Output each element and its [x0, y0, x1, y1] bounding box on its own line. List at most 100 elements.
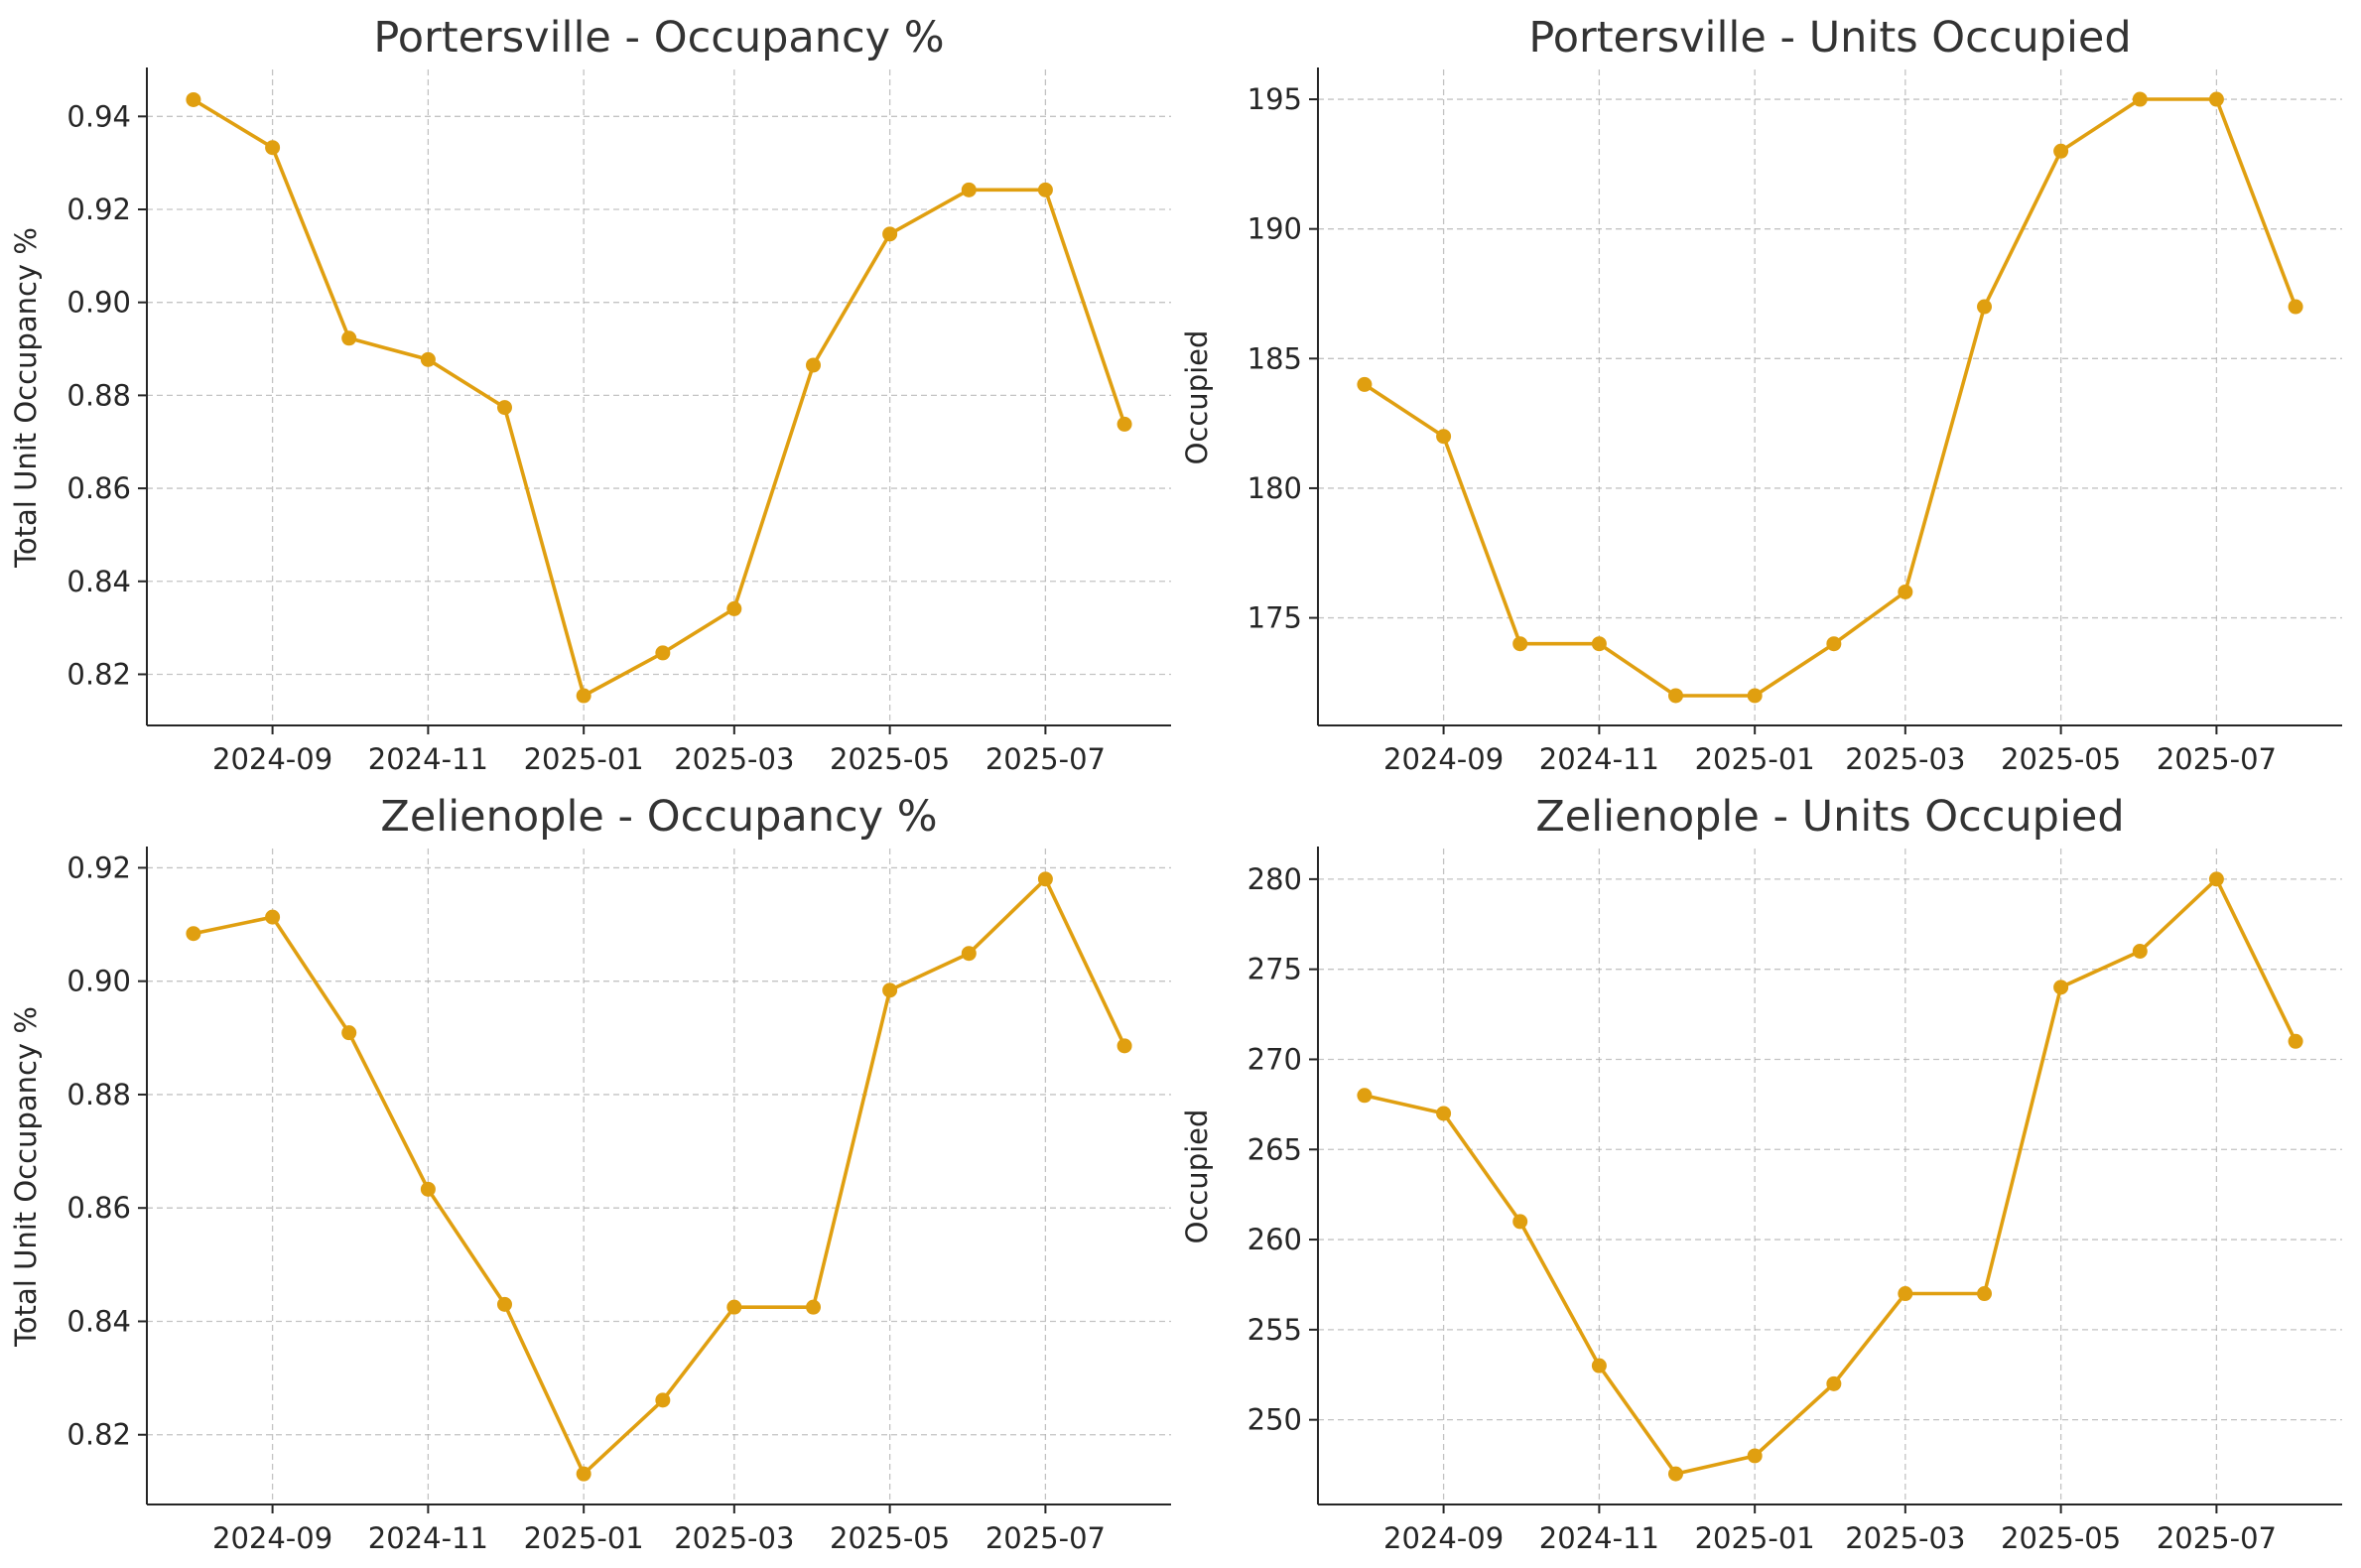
y-tick-label: 185 — [1247, 341, 1302, 375]
x-tick-label: 2024-11 — [1539, 1521, 1659, 1555]
x-tick-label: 2025-07 — [2157, 1521, 2277, 1555]
x-tick-label: 2024-09 — [212, 1521, 332, 1555]
y-tick-label: 250 — [1247, 1403, 1302, 1437]
data-point — [1667, 1466, 1683, 1482]
data-point — [1591, 1358, 1607, 1373]
data-point — [2208, 91, 2224, 107]
data-point — [726, 600, 742, 616]
y-tick-label: 0.86 — [66, 471, 131, 505]
data-point — [726, 1299, 742, 1315]
data-point — [1591, 636, 1607, 652]
series-line — [193, 877, 1126, 1476]
data-point — [1977, 299, 1993, 315]
chart-title: Portersville - Units Occupied — [1528, 13, 2131, 63]
y-tick-label: 0.84 — [66, 565, 131, 598]
x-tick-label: 2025-03 — [674, 742, 794, 776]
x-tick-label: 2025-07 — [2157, 742, 2277, 776]
y-tick-label: 180 — [1247, 471, 1302, 505]
data-point — [1357, 1088, 1373, 1104]
data-point — [2288, 299, 2303, 315]
x-tick-label: 2024-11 — [368, 742, 488, 776]
data-point — [1512, 636, 1528, 652]
chart-panel-0: 2024-09 2024-11 2025-01 2025-03 2025-05 2025-… — [9, 13, 1171, 776]
data-point — [882, 982, 898, 998]
x-tick-label: 2025-01 — [524, 1521, 644, 1555]
data-point — [1977, 1286, 1993, 1302]
y-tick-label: 260 — [1247, 1223, 1302, 1256]
y-tick-label: 175 — [1247, 601, 1302, 635]
y-tick-label: 0.90 — [66, 286, 131, 320]
chart-panel-3: 2024-09 2024-11 2025-01 2025-03 2025-05 2025-… — [1180, 792, 2342, 1555]
data-point — [186, 926, 201, 942]
x-tick-label: 2025-05 — [2001, 742, 2121, 776]
chart-title: Zelienople - Occupancy % — [380, 792, 937, 842]
chart-title: Portersville - Occupancy % — [373, 13, 944, 63]
y-axis-label: Occupied — [1180, 1110, 1214, 1244]
series-line — [192, 97, 1126, 698]
data-point — [1826, 636, 1842, 652]
data-point — [2132, 91, 2148, 107]
data-point — [655, 1392, 671, 1408]
data-point — [265, 140, 281, 156]
data-point — [2053, 143, 2069, 159]
data-point — [1512, 1214, 1528, 1230]
data-point — [1898, 584, 1913, 599]
data-point — [1116, 1038, 1132, 1054]
y-tick-label: 0.94 — [66, 99, 131, 133]
data-point — [2053, 980, 2069, 995]
data-point — [2288, 1033, 2303, 1049]
chart-panel-1: 2024-09 2024-11 2025-01 2025-03 2025-05 2025-… — [1180, 13, 2342, 776]
y-tick-label: 0.88 — [66, 378, 131, 412]
x-tick-label: 2025-01 — [1695, 1521, 1815, 1555]
data-point — [341, 1025, 357, 1041]
x-tick-label: 2025-05 — [2001, 1521, 2121, 1555]
data-point — [420, 1181, 436, 1197]
data-point — [882, 226, 898, 242]
y-tick-label: 190 — [1247, 212, 1302, 246]
data-point — [1037, 182, 1053, 197]
x-tick-label: 2024-09 — [1383, 742, 1504, 776]
x-tick-label: 2024-11 — [1539, 742, 1659, 776]
data-point — [186, 91, 201, 107]
x-tick-label: 2025-05 — [830, 742, 950, 776]
data-point — [1037, 871, 1053, 887]
data-point — [496, 400, 512, 416]
data-point — [1747, 688, 1763, 704]
data-point — [655, 645, 671, 661]
data-point — [496, 1296, 512, 1312]
x-tick-label: 2024-09 — [1383, 1521, 1504, 1555]
x-tick-label: 2025-01 — [524, 742, 644, 776]
data-point — [1826, 1375, 1842, 1391]
data-point — [1667, 688, 1683, 704]
chart-panel-2: 2024-09 2024-11 2025-01 2025-03 2025-05 2025-… — [9, 792, 1171, 1555]
y-tick-label: 0.84 — [66, 1304, 131, 1338]
y-axis-label: Occupied — [1180, 330, 1214, 465]
data-point — [576, 1466, 591, 1482]
x-tick-label: 2025-01 — [1695, 742, 1815, 776]
series-line — [1363, 97, 2297, 698]
y-tick-label: 0.82 — [66, 657, 131, 691]
data-point — [1357, 376, 1373, 392]
x-tick-label: 2025-05 — [830, 1521, 950, 1555]
data-point — [341, 330, 357, 346]
x-tick-label: 2025-03 — [1845, 1521, 1965, 1555]
data-point — [1436, 429, 1452, 445]
x-tick-label: 2025-07 — [985, 1521, 1106, 1555]
y-tick-label: 0.92 — [66, 850, 131, 884]
y-tick-label: 265 — [1247, 1132, 1302, 1166]
y-tick-label: 275 — [1247, 953, 1302, 986]
data-point — [2132, 944, 2148, 960]
x-tick-label: 2025-03 — [674, 1521, 794, 1555]
x-tick-label: 2025-03 — [1845, 742, 1965, 776]
y-tick-label: 195 — [1247, 82, 1302, 116]
data-point — [806, 357, 822, 373]
y-tick-label: 0.88 — [66, 1078, 131, 1111]
data-point — [420, 351, 436, 367]
y-tick-label: 270 — [1247, 1042, 1302, 1076]
y-tick-label: 280 — [1247, 862, 1302, 896]
data-point — [1436, 1106, 1452, 1121]
data-point — [806, 1299, 822, 1315]
data-point — [961, 946, 977, 962]
x-tick-label: 2024-09 — [212, 742, 332, 776]
chart-title: Zelienople - Units Occupied — [1535, 792, 2124, 842]
